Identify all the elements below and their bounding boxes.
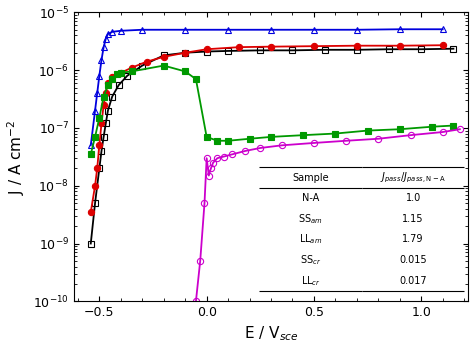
Y-axis label: J / A cm$^{-2}$: J / A cm$^{-2}$ (6, 119, 27, 194)
X-axis label: E / V$_{sce}$: E / V$_{sce}$ (244, 325, 298, 343)
